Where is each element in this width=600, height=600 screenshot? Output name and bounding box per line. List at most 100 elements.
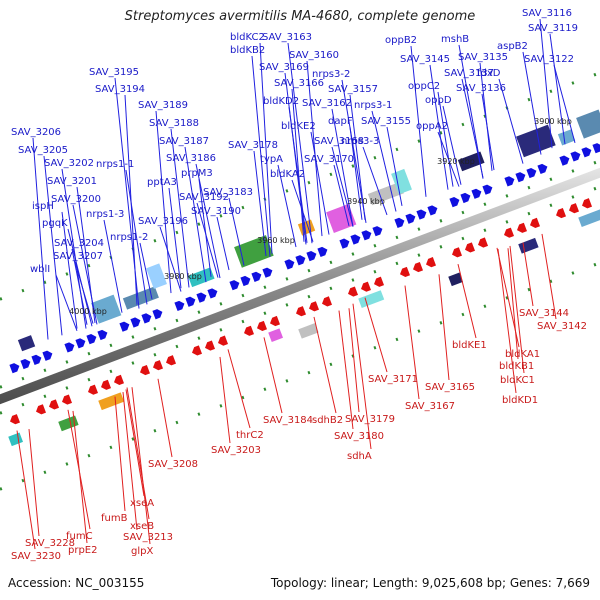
lower-gene-label[interactable]: xseA [130, 498, 154, 509]
upper-gene-label[interactable]: SAV_3145 [400, 54, 450, 65]
upper-gene-label[interactable]: nrps1-2 [110, 232, 148, 243]
upper-label-leader [159, 226, 182, 292]
upper-gene-label[interactable]: SAV_3187 [159, 136, 209, 147]
lower-gene-label[interactable]: fumC [66, 531, 93, 542]
upper-gene-label[interactable]: ispH [32, 201, 54, 212]
upper-gene-label[interactable]: SAV_3190 [191, 206, 241, 217]
reverse-gene-feature [205, 340, 216, 351]
lower-gene-label[interactable]: bldKB1 [499, 361, 534, 372]
lower-gene-label[interactable]: SAV_3180 [334, 431, 384, 442]
upper-gene-label[interactable]: SAV_3166 [274, 78, 324, 89]
lower-gene-label[interactable]: bldKE1 [452, 340, 487, 351]
upper-gene-label[interactable]: SAV_3169 [259, 62, 309, 73]
upper-gene-label[interactable]: SAV_3178 [228, 140, 278, 151]
track-tick [175, 420, 179, 425]
upper-gene-label[interactable]: mshB [441, 34, 469, 45]
upper-gene-label[interactable]: prpM3 [181, 168, 213, 179]
track-tick [87, 377, 91, 382]
upper-gene-label[interactable]: nrps1-3 [86, 209, 124, 220]
upper-gene-label[interactable]: nrps3-3 [341, 136, 379, 147]
upper-gene-label[interactable]: SAV_3196 [138, 216, 188, 227]
lower-gene-label[interactable]: fumB [101, 513, 128, 524]
upper-gene-label[interactable]: SAV_3207 [53, 251, 103, 262]
lower-gene-label[interactable]: bldKA1 [505, 349, 540, 360]
upper-gene-label[interactable]: SAV_3116 [522, 8, 572, 19]
upper-gene-label[interactable]: pptA3 [147, 177, 177, 188]
lower-gene-label[interactable]: SAV_3203 [211, 445, 261, 456]
upper-gene-label[interactable]: SAV_3188 [149, 118, 199, 129]
lower-gene-label[interactable]: SAV_3179 [345, 414, 395, 425]
upper-gene-label[interactable]: aspB2 [497, 41, 528, 52]
lower-gene-label[interactable]: prpE2 [68, 545, 98, 556]
lower-gene-label[interactable]: SAV_3184 [263, 415, 313, 426]
lower-gene-label[interactable]: SAV_3165 [425, 382, 475, 393]
upper-gene-label[interactable]: SAV_3136 [456, 83, 506, 94]
upper-gene-label[interactable]: SAV_3195 [89, 67, 139, 78]
upper-gene-label[interactable]: fdxD [477, 68, 501, 79]
upper-gene-label[interactable]: SAV_3206 [11, 127, 61, 138]
lower-gene-label[interactable]: sdhB2 [312, 415, 343, 426]
upper-gene-label[interactable]: SAV_3135 [458, 52, 508, 63]
upper-label-leader [55, 274, 78, 331]
upper-gene-label[interactable]: dapF [328, 116, 353, 127]
upper-gene-label[interactable]: bldKE2 [281, 121, 316, 132]
upper-gene-label[interactable]: oppC2 [408, 81, 440, 92]
lower-gene-label[interactable]: glpX [131, 546, 153, 557]
upper-gene-label[interactable]: SAV_3194 [95, 84, 145, 95]
upper-gene-label[interactable]: SAV_3192 [179, 192, 229, 203]
upper-gene-label[interactable]: bldKD2 [263, 96, 299, 107]
lower-label-leader [352, 303, 372, 450]
upper-gene-label[interactable]: SAV_3157 [328, 84, 378, 95]
upper-gene-label[interactable]: SAV_3170 [304, 154, 354, 165]
lower-gene-label[interactable]: SAV_3171 [368, 374, 418, 385]
track-tick [109, 445, 113, 450]
lower-gene-label[interactable]: xseB [130, 521, 154, 532]
upper-gene-label[interactable]: bldKA2 [270, 169, 305, 180]
upper-gene-label[interactable]: SAV_3137 [444, 68, 494, 79]
upper-gene-label[interactable]: SAV_3163 [262, 32, 312, 43]
lower-gene-label[interactable]: SAV_3142 [537, 321, 587, 332]
upper-gene-label[interactable]: SAV_3189 [138, 100, 188, 111]
lower-gene-label[interactable]: SAV_3230 [11, 551, 61, 562]
lower-gene-label[interactable]: SAV_3228 [25, 538, 75, 549]
track-tick [307, 180, 311, 185]
lower-gene-label[interactable]: SAV_3208 [148, 459, 198, 470]
reverse-gene-feature [322, 296, 333, 307]
upper-gene-label[interactable]: nrps1-1 [96, 159, 134, 170]
upper-gene-label[interactable]: SAV_3155 [361, 116, 411, 127]
upper-gene-label[interactable]: SAV_3204 [54, 238, 104, 249]
lower-gene-label[interactable]: SAV_3144 [519, 308, 569, 319]
upper-gene-label[interactable]: SAV_3202 [44, 158, 94, 169]
upper-gene-label[interactable]: typA [260, 154, 283, 165]
upper-gene-label[interactable]: SAV_3160 [289, 50, 339, 61]
lower-gene-label[interactable]: thrC2 [236, 430, 264, 441]
lower-gene-label[interactable]: SAV_3213 [123, 532, 173, 543]
upper-gene-label[interactable]: oppA2 [416, 121, 448, 132]
upper-gene-label[interactable]: SAV_3201 [47, 176, 97, 187]
upper-gene-label[interactable]: SAV_3168 [314, 136, 364, 147]
upper-gene-label[interactable]: nrps3-2 [312, 69, 350, 80]
track-tick [483, 228, 487, 232]
upper-gene-label[interactable]: pgqK [42, 218, 68, 229]
upper-gene-label[interactable]: SAV_3162 [302, 98, 352, 109]
upper-gene-label[interactable]: SAV_3186 [166, 153, 216, 164]
upper-gene-label[interactable]: bldKC2 [230, 32, 265, 43]
lower-gene-label[interactable]: sdhA [347, 451, 372, 462]
upper-gene-label[interactable]: nrps3-1 [354, 100, 392, 111]
lower-gene-label[interactable]: SAV_3167 [405, 401, 455, 412]
track-tick [87, 263, 91, 268]
upper-gene-label[interactable]: SAV_3122 [524, 54, 574, 65]
upper-gene-label[interactable]: SAV_3183 [203, 187, 253, 198]
upper-gene-label[interactable]: bldKB2 [230, 45, 265, 56]
forward-gene-feature [185, 296, 196, 307]
forward-gene-feature [526, 167, 537, 179]
lower-gene-label[interactable]: bldKD1 [502, 395, 538, 406]
upper-gene-label[interactable]: SAV_3205 [18, 145, 68, 156]
upper-gene-label[interactable]: SAV_3200 [51, 194, 101, 205]
gene-feature-box [17, 335, 36, 352]
upper-gene-label[interactable]: wblI [30, 264, 50, 275]
upper-gene-label[interactable]: oppB2 [385, 35, 417, 46]
upper-gene-label[interactable]: SAV_3119 [528, 23, 578, 34]
upper-gene-label[interactable]: oppD [425, 95, 452, 106]
lower-gene-label[interactable]: bldKC1 [500, 375, 535, 386]
